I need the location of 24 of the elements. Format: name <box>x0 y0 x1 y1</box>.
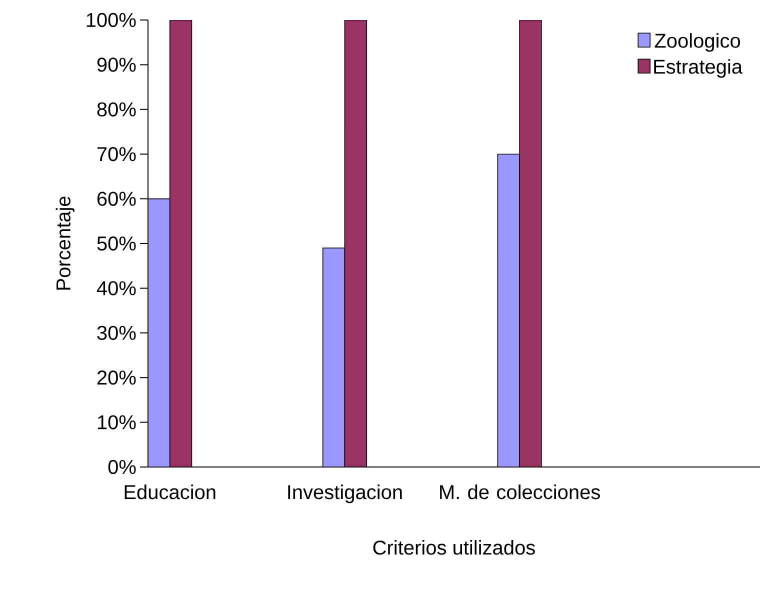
legend-label: Estrategia <box>654 59 743 78</box>
y-tick-label: 60% <box>97 192 136 206</box>
x-tick-label: Educacion <box>124 484 216 500</box>
y-axis-title: Porcentaje <box>56 196 74 290</box>
y-tick-label: 0% <box>108 460 136 474</box>
bar <box>497 154 520 467</box>
y-tick-label: 10% <box>98 415 136 430</box>
bar <box>344 20 367 467</box>
x-tick-label: Investigacion <box>288 484 402 504</box>
bar <box>169 20 192 467</box>
bar <box>322 248 346 467</box>
y-tick-label: 80% <box>97 102 136 116</box>
y-tick-label: 90% <box>97 58 136 72</box>
x-axis-title: Criterios utilizados <box>373 540 535 555</box>
x-tick-label: M. de colecciones <box>440 484 600 500</box>
y-tick-label: 40% <box>96 281 136 296</box>
y-tick-label: 30% <box>97 326 136 340</box>
bar <box>148 198 170 467</box>
y-tick-label: 50% <box>97 236 136 251</box>
y-tick-label: 100% <box>86 12 136 28</box>
bar <box>519 20 542 467</box>
legend-label: Zoologico <box>654 33 740 52</box>
y-tick-label: 70% <box>97 147 136 162</box>
y-tick-label: 20% <box>97 370 136 385</box>
